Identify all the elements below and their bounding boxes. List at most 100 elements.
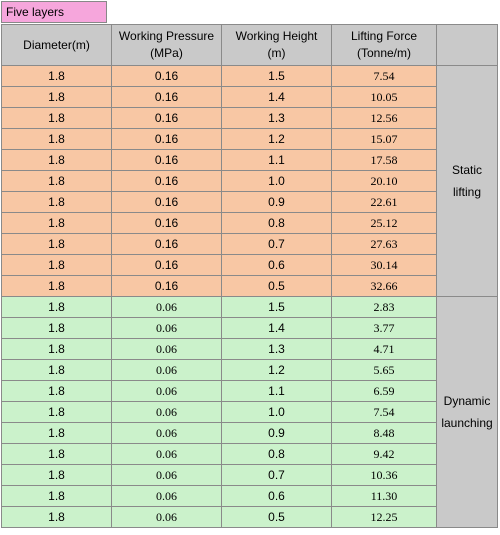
- lifting-force-cell: 6.59: [331, 380, 437, 402]
- pressure-cell: 0.16: [111, 275, 222, 297]
- table-row: 1.8 0.06 0.9 8.48: [1, 422, 498, 444]
- lifting-force-cell: 5.65: [331, 359, 437, 381]
- diameter-cell: 1.8: [1, 422, 112, 444]
- diameter-cell: 1.8: [1, 170, 112, 192]
- pressure-cell: 0.06: [111, 338, 222, 360]
- table-row: 1.8 0.06 0.5 12.25: [1, 506, 498, 528]
- lifting-force-cell: 22.61: [331, 191, 437, 213]
- pressure-cell: 0.06: [111, 380, 222, 402]
- header-working-pressure: Working Pressure (MPa): [111, 24, 222, 66]
- height-cell: 1.5: [221, 65, 332, 87]
- diameter-cell: 1.8: [1, 233, 112, 255]
- lifting-force-cell: 12.25: [331, 506, 437, 528]
- table-row: 1.8 0.16 0.5 32.66: [1, 275, 498, 297]
- table-caption: Five layers: [1, 1, 107, 23]
- header-row: Diameter(m) Working Pressure (MPa) Workin…: [1, 24, 498, 66]
- pressure-cell: 0.06: [111, 464, 222, 486]
- table-body: 1.8 0.16 1.5 7.54 Static lifting 1.8 0.16 1.4 10.…: [1, 65, 498, 528]
- diameter-cell: 1.8: [1, 254, 112, 276]
- height-cell: 0.6: [221, 254, 332, 276]
- height-cell: 0.7: [221, 233, 332, 255]
- lifting-force-cell: 9.42: [331, 443, 437, 465]
- diameter-cell: 1.8: [1, 401, 112, 423]
- table-row: 1.8 0.16 1.3 12.56: [1, 107, 498, 129]
- table-row: 1.8 0.16 0.9 22.61: [1, 191, 498, 213]
- lifting-force-cell: 17.58: [331, 149, 437, 171]
- diameter-cell: 1.8: [1, 191, 112, 213]
- header-lifting-force: Lifting Force (Tonne/m): [331, 24, 437, 66]
- table-row: 1.8 0.06 0.8 9.42: [1, 443, 498, 465]
- diameter-cell: 1.8: [1, 296, 112, 318]
- lifting-force-cell: 20.10: [331, 170, 437, 192]
- lifting-force-cell: 12.56: [331, 107, 437, 129]
- lifting-force-cell: 7.54: [331, 65, 437, 87]
- pressure-cell: 0.16: [111, 86, 222, 108]
- height-cell: 1.0: [221, 401, 332, 423]
- diameter-cell: 1.8: [1, 149, 112, 171]
- table-row: 1.8 0.06 1.3 4.71: [1, 338, 498, 360]
- diameter-cell: 1.8: [1, 65, 112, 87]
- height-cell: 0.8: [221, 443, 332, 465]
- header-working-height: Working Height (m): [221, 24, 332, 66]
- diameter-cell: 1.8: [1, 443, 112, 465]
- height-cell: 1.3: [221, 107, 332, 129]
- height-cell: 0.9: [221, 422, 332, 444]
- diameter-cell: 1.8: [1, 212, 112, 234]
- height-cell: 1.1: [221, 380, 332, 402]
- lifting-force-cell: 25.12: [331, 212, 437, 234]
- diameter-cell: 1.8: [1, 338, 112, 360]
- height-cell: 1.0: [221, 170, 332, 192]
- table-row: 1.8 0.16 1.2 15.07: [1, 128, 498, 150]
- diameter-cell: 1.8: [1, 464, 112, 486]
- height-cell: 0.6: [221, 485, 332, 507]
- pressure-cell: 0.06: [111, 485, 222, 507]
- diameter-cell: 1.8: [1, 506, 112, 528]
- diameter-cell: 1.8: [1, 86, 112, 108]
- height-cell: 1.2: [221, 128, 332, 150]
- diameter-cell: 1.8: [1, 275, 112, 297]
- table-row: 1.8 0.16 0.7 27.63: [1, 233, 498, 255]
- table-row: 1.8 0.16 0.6 30.14: [1, 254, 498, 276]
- height-cell: 1.5: [221, 296, 332, 318]
- lifting-force-cell: 4.71: [331, 338, 437, 360]
- diameter-cell: 1.8: [1, 380, 112, 402]
- height-cell: 0.8: [221, 212, 332, 234]
- table-row: 1.8 0.16 1.4 10.05: [1, 86, 498, 108]
- lifting-force-cell: 10.05: [331, 86, 437, 108]
- pressure-cell: 0.06: [111, 401, 222, 423]
- table-row: 1.8 0.06 0.7 10.36: [1, 464, 498, 486]
- diameter-cell: 1.8: [1, 317, 112, 339]
- pressure-cell: 0.16: [111, 149, 222, 171]
- pressure-cell: 0.16: [111, 254, 222, 276]
- table-row: 1.8 0.06 1.1 6.59: [1, 380, 498, 402]
- height-cell: 1.4: [221, 86, 332, 108]
- pressure-cell: 0.16: [111, 128, 222, 150]
- height-cell: 0.5: [221, 275, 332, 297]
- pressure-cell: 0.16: [111, 191, 222, 213]
- pressure-cell: 0.16: [111, 107, 222, 129]
- table-row: 1.8 0.16 1.5 7.54 Static lifting: [1, 65, 498, 297]
- lifting-force-cell: 3.77: [331, 317, 437, 339]
- lifting-force-cell: 30.14: [331, 254, 437, 276]
- pressure-cell: 0.06: [111, 317, 222, 339]
- height-cell: 1.3: [221, 338, 332, 360]
- group-label-dynamic-launching: Dynamic launching: [436, 296, 498, 528]
- table-row: 1.8 0.06 1.2 5.65: [1, 359, 498, 381]
- lifting-force-cell: 27.63: [331, 233, 437, 255]
- pressure-cell: 0.16: [111, 170, 222, 192]
- header-diameter: Diameter(m): [1, 24, 112, 66]
- lifting-force-cell: 15.07: [331, 128, 437, 150]
- table-row: 1.8 0.06 1.5 2.83 Dynamic launching: [1, 296, 498, 528]
- height-cell: 0.7: [221, 464, 332, 486]
- lifting-force-table: Diameter(m) Working Pressure (MPa) Workin…: [1, 24, 498, 528]
- pressure-cell: 0.06: [111, 506, 222, 528]
- table-row: 1.8 0.16 1.0 20.10: [1, 170, 498, 192]
- lifting-force-cell: 11.30: [331, 485, 437, 507]
- height-cell: 0.9: [221, 191, 332, 213]
- pressure-cell: 0.16: [111, 212, 222, 234]
- height-cell: 1.1: [221, 149, 332, 171]
- pressure-cell: 0.16: [111, 65, 222, 87]
- pressure-cell: 0.06: [111, 422, 222, 444]
- table-row: 1.8 0.16 1.1 17.58: [1, 149, 498, 171]
- lifting-force-cell: 8.48: [331, 422, 437, 444]
